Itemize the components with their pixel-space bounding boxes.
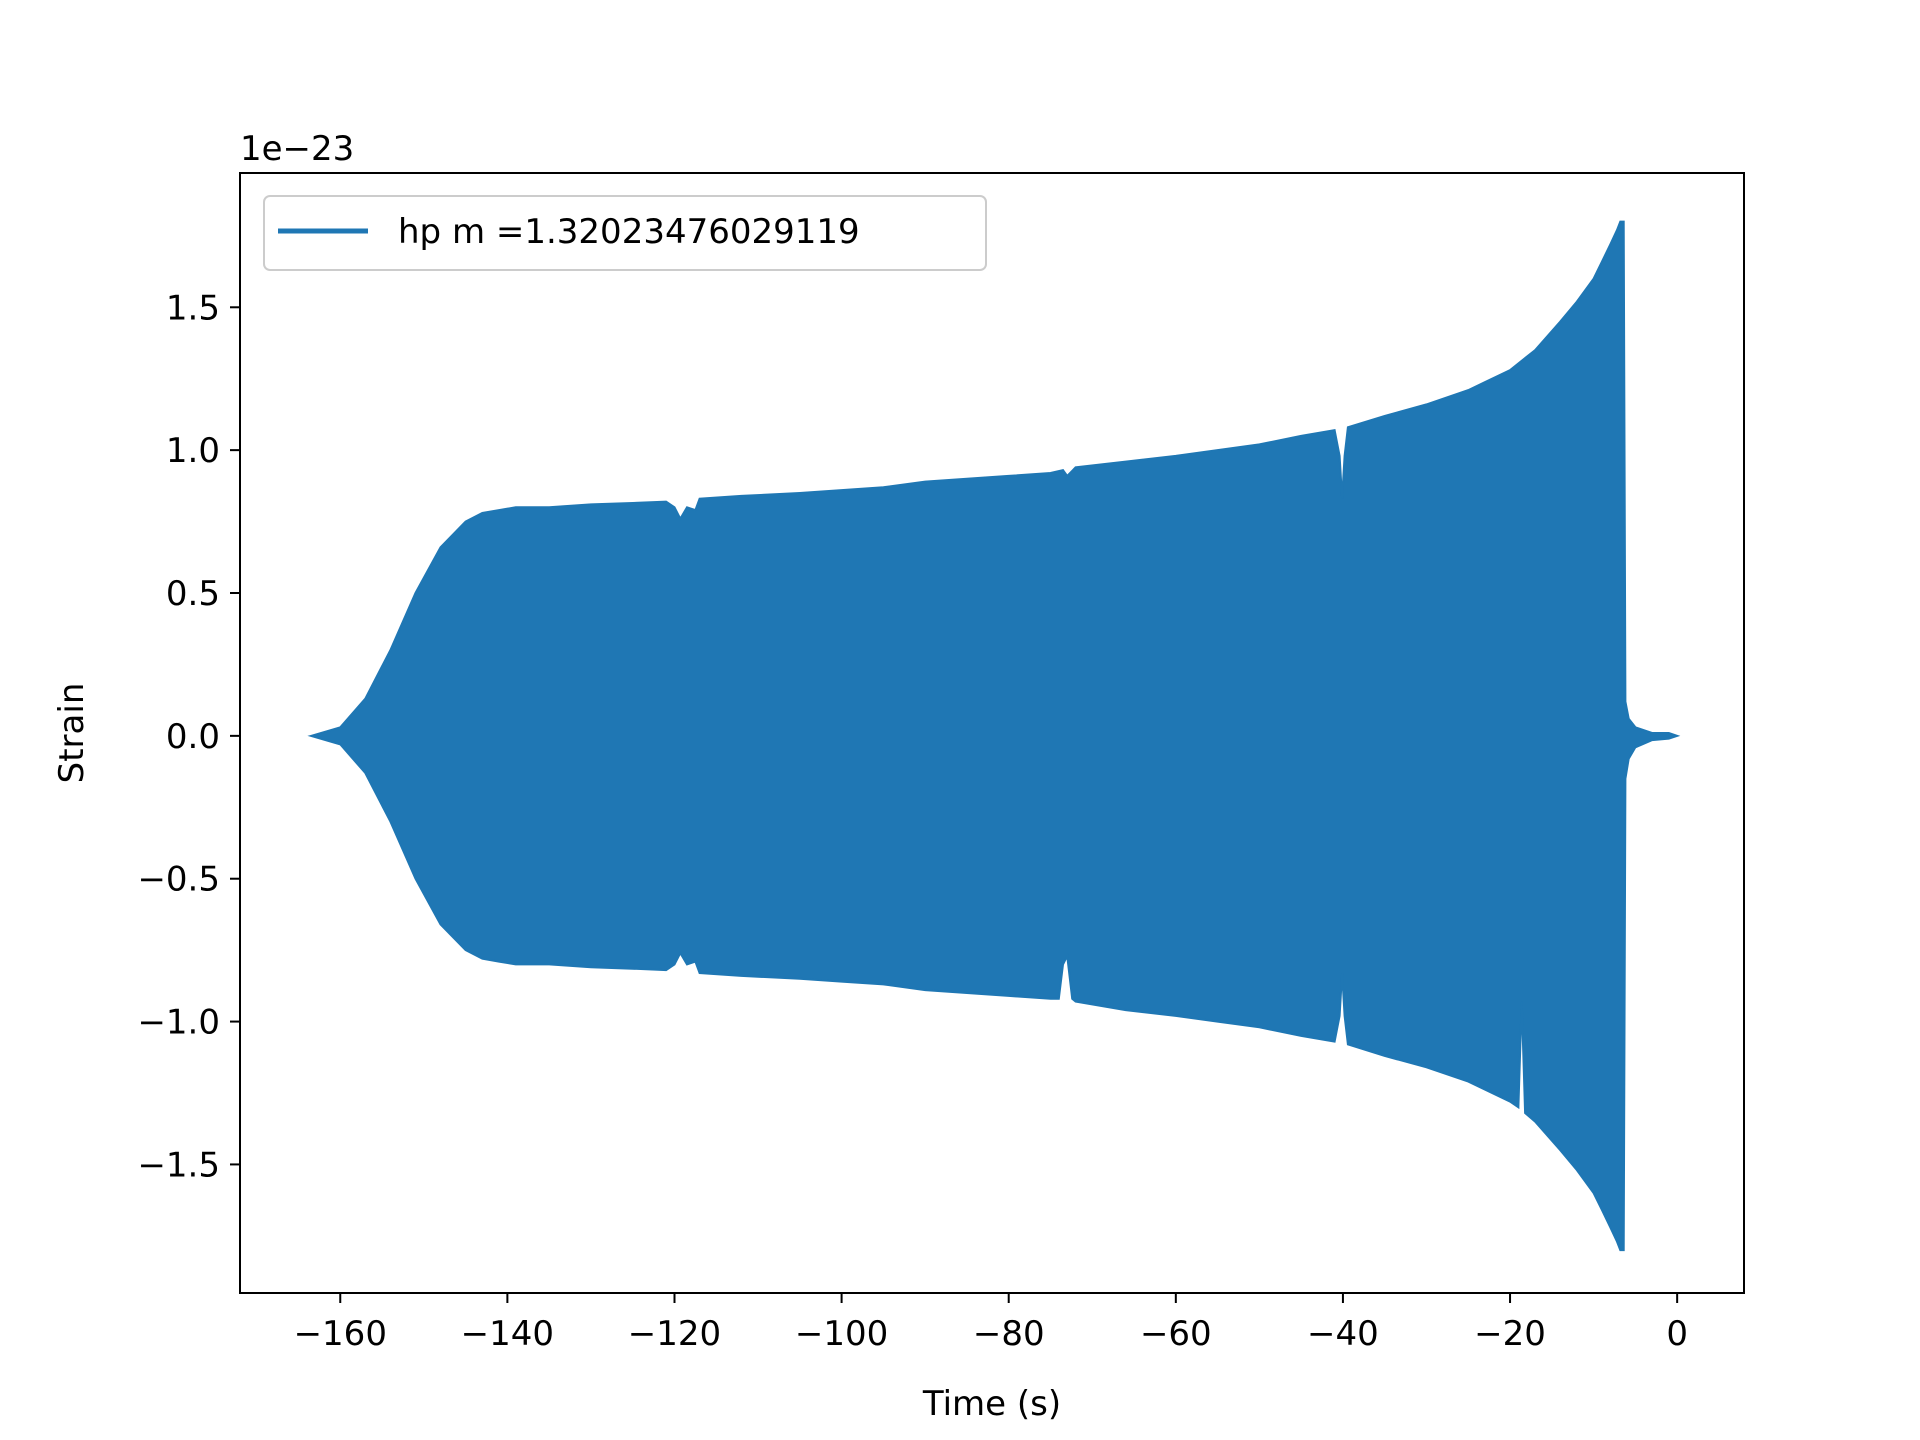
x-tick-label: −140 [461,1314,554,1354]
y-tick-label: 1.5 [166,288,220,328]
y-tick-label: 1.0 [166,431,220,471]
x-tick-label: −40 [1307,1314,1379,1354]
y-tick-label: 0.5 [166,574,220,614]
plot-area [307,220,1681,1252]
x-tick-label: −60 [1140,1314,1212,1354]
y-axis-offset-label: 1e−23 [240,129,354,169]
legend-entry-hp: hp m =1.32023476029119 [398,212,860,252]
x-axis-ticks: −160 −140 −120 −100 −80 −60 −40 −20 0 [294,1293,1688,1354]
x-tick-label: −100 [795,1314,888,1354]
x-tick-label: 0 [1666,1314,1688,1354]
y-tick-label: −1.5 [137,1145,220,1185]
x-tick-label: −120 [628,1314,721,1354]
y-axis-ticks: −1.5 −1.0 −0.5 0.0 0.5 1.0 1.5 [137,288,240,1185]
x-tick-label: −80 [973,1314,1045,1354]
y-tick-label: −0.5 [137,860,220,900]
y-tick-label: −1.0 [137,1003,220,1043]
x-tick-label: −160 [294,1314,387,1354]
x-axis-label: Time (s) [922,1384,1061,1424]
x-tick-label: −20 [1474,1314,1546,1354]
legend: hp m =1.32023476029119 [263,195,987,271]
y-axis-label: Strain [52,683,92,784]
legend-box [263,195,987,271]
axes-frame [239,172,1745,1294]
y-tick-label: 0.0 [166,717,220,757]
waveform-series-hp [307,220,1681,1252]
